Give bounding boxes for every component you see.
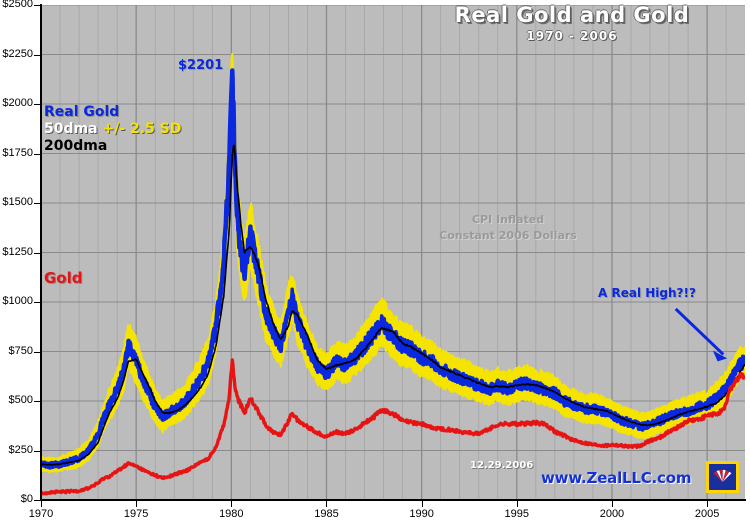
y-tick-label: $1250 (2, 245, 33, 258)
cpi-inflation-note: CPI Inflated Constant 2006 Dollars (408, 212, 608, 244)
x-tick-label: 1990 (409, 508, 434, 520)
x-tick (421, 501, 423, 507)
x-tick-label: 1985 (314, 508, 339, 520)
x-tick-label: 2005 (694, 508, 720, 520)
x-tick (326, 501, 328, 507)
legend-label-50dma: 50dma (44, 121, 98, 137)
cpi-note-line1: CPI Inflated (471, 213, 545, 226)
y-tick (34, 54, 41, 56)
x-tick-label: 1995 (504, 508, 530, 520)
y-axis (40, 4, 42, 501)
legend-item-real-gold: Real Gold (44, 104, 120, 120)
chart-title: Real Gold and Gold (454, 3, 690, 27)
y-tick-label: $2500 (2, 0, 33, 10)
x-tick-label: 1980 (219, 508, 244, 520)
legend-item-200dma: 200dma (44, 138, 108, 154)
x-tick (41, 501, 42, 507)
chart-subtitle: 1970 - 2006 (526, 29, 618, 43)
y-tick (34, 252, 41, 254)
data-series-layer (41, 52, 745, 496)
y-tick-label: $250 (8, 443, 33, 456)
x-tick (516, 501, 518, 507)
x-axis (40, 499, 746, 501)
x-tick-label: 2000 (599, 508, 625, 520)
website-url: www.ZealLLC.com (541, 469, 692, 487)
legend: Real Gold 50dma +/- 2.5 SD 200dma (44, 104, 181, 155)
plot-area (41, 5, 745, 500)
x-tick-label: 1970 (28, 508, 54, 520)
y-tick (34, 5, 41, 6)
y-tick (34, 351, 41, 353)
date-stamp: 12.29.2006 (470, 460, 534, 471)
legend-item-bands: 50dma +/- 2.5 SD (44, 121, 181, 138)
peak-value-label: $2201 (178, 58, 224, 73)
y-tick-label: $1000 (2, 295, 33, 307)
annotation-arrow-layer (674, 307, 728, 362)
y-tick (34, 203, 41, 204)
y-tick (34, 500, 41, 501)
y-tick-label: $1500 (2, 196, 33, 208)
x-tick (136, 501, 138, 507)
y-tick-label: $750 (8, 344, 33, 357)
y-tick (34, 104, 41, 105)
y-tick (34, 401, 41, 402)
x-tick (707, 501, 709, 507)
x-tick (231, 501, 233, 507)
real-high-annotation: A Real High?!? (598, 286, 696, 300)
cpi-note-line2: Constant 2006 Dollars (439, 229, 577, 242)
y-tick-label: $500 (8, 394, 33, 406)
y-tick (34, 153, 41, 155)
x-tick (611, 501, 613, 507)
y-tick (34, 450, 41, 452)
sunburst-glyph (713, 469, 732, 482)
legend-label-sd-band: +/- 2.5 SD (102, 121, 182, 137)
x-tick-label: 1975 (123, 508, 149, 520)
y-tick (34, 302, 41, 303)
y-tick-label: $2250 (2, 47, 33, 60)
y-tick-label: $1750 (2, 146, 33, 159)
chart-title-block: Real Gold and Gold 1970 - 2006 (422, 3, 722, 44)
zeal-sunburst-logo-icon (706, 461, 739, 493)
y-tick-label: $0 (20, 493, 33, 505)
y-tick-label: $2000 (2, 97, 33, 109)
legend-item-gold: Gold (44, 269, 83, 287)
